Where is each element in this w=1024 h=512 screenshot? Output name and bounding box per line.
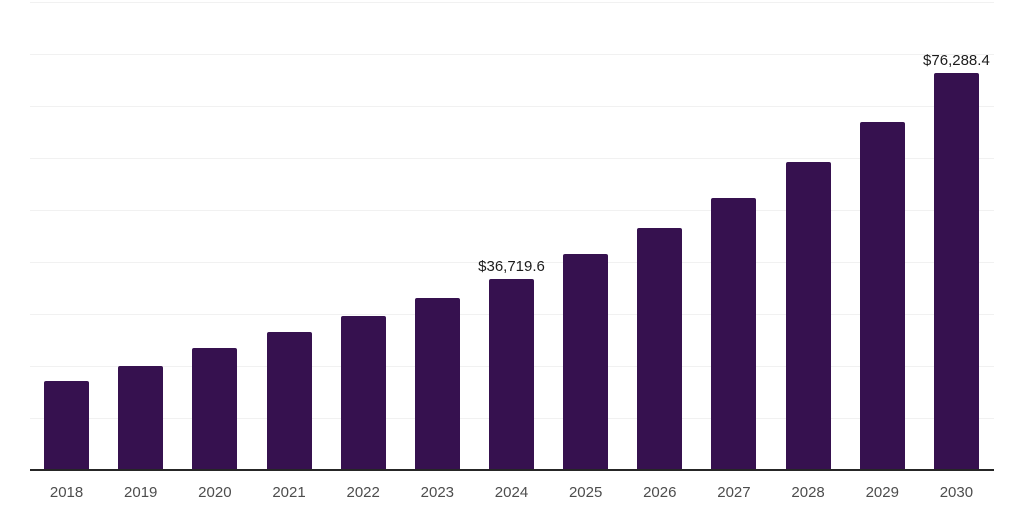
x-tick-label-2024: 2024 bbox=[494, 484, 529, 501]
bar-2029 bbox=[859, 122, 905, 470]
x-axis-line bbox=[29, 469, 994, 471]
x-tick-label-2028: 2028 bbox=[791, 484, 825, 501]
bar-2025 bbox=[563, 253, 609, 470]
bar-2026 bbox=[637, 228, 683, 470]
gridline bbox=[29, 105, 994, 107]
bar-2024 bbox=[489, 278, 534, 470]
x-tick-label-2021: 2021 bbox=[272, 484, 306, 501]
bar-2018 bbox=[44, 381, 90, 470]
x-tick-label-2025: 2025 bbox=[568, 484, 603, 501]
x-tick-label-2026: 2026 bbox=[643, 484, 677, 501]
gridline bbox=[29, 1, 994, 3]
gridline bbox=[29, 261, 994, 263]
bar-2023 bbox=[414, 297, 460, 470]
bar-2022 bbox=[340, 316, 386, 470]
x-tick-label-2030: 2030 bbox=[939, 484, 974, 501]
x-tick-label-2029: 2029 bbox=[865, 484, 899, 501]
bar-2020 bbox=[192, 347, 238, 470]
x-tick-label-2019: 2019 bbox=[124, 484, 158, 501]
x-tick-label-2023: 2023 bbox=[420, 484, 455, 501]
x-tick-label-2018: 2018 bbox=[49, 484, 84, 501]
bar-2028 bbox=[785, 162, 831, 470]
x-tick-label-2020: 2020 bbox=[198, 484, 232, 501]
bar-2027 bbox=[711, 198, 757, 470]
gridline bbox=[29, 209, 994, 211]
bar-2019 bbox=[118, 365, 164, 470]
data-label-2030: $76,288.4 bbox=[923, 51, 990, 69]
x-tick-label-2027: 2027 bbox=[717, 484, 751, 501]
bar-2021 bbox=[266, 332, 312, 470]
bar-2030 bbox=[933, 72, 979, 470]
gridline bbox=[29, 157, 994, 159]
x-tick-label-2022: 2022 bbox=[346, 484, 380, 501]
gridline bbox=[29, 53, 994, 55]
data-label-2024: $36,719.6 bbox=[478, 257, 545, 275]
